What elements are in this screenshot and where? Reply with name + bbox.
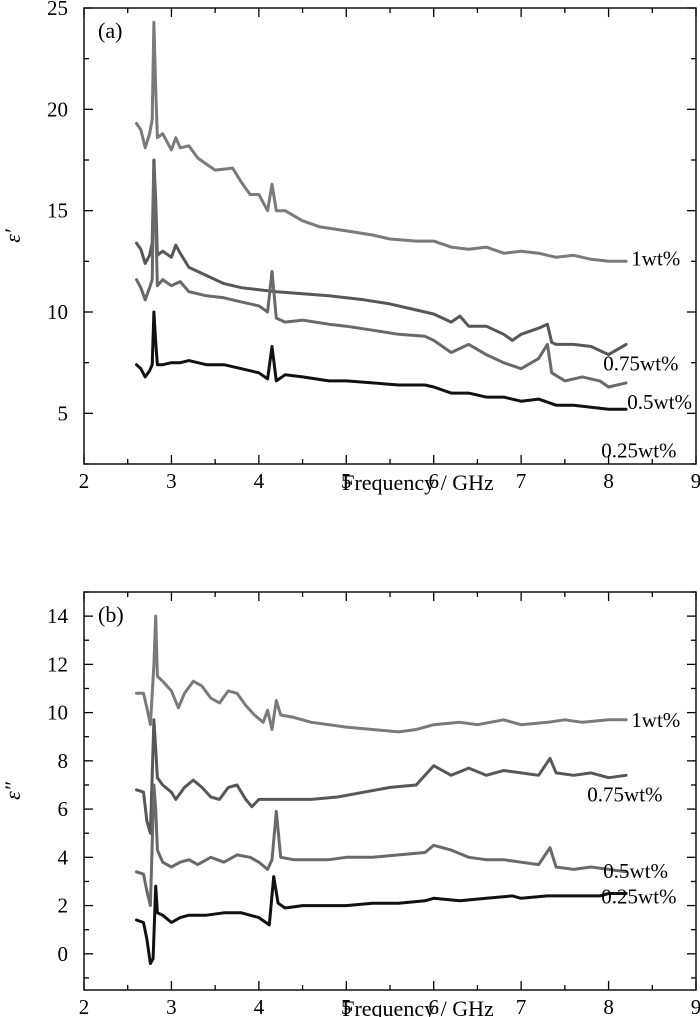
chart-0-y-tick-label: 25 <box>47 0 68 20</box>
chart-1-x-tick-label: 9 <box>691 995 700 1017</box>
chart-0-plot-frame <box>83 7 697 465</box>
chart-0-x-tick-label: 5 <box>341 469 352 493</box>
chart-0-series-label-1: 0.75wt% <box>603 351 678 375</box>
chart-0-y-tick-label: 5 <box>58 401 69 425</box>
chart-1-y-tick-label: 6 <box>58 797 69 821</box>
chart-1-series-line-3 <box>135 875 628 965</box>
chart-1-y-tick-label: 2 <box>58 894 69 918</box>
chart-0-x-tick-label: 4 <box>254 469 265 493</box>
chart-1-series-line-0 <box>135 614 628 734</box>
chart-1-series-label-1: 0.75wt% <box>587 782 662 806</box>
chart-0-y-tick-label: 15 <box>47 199 68 223</box>
chart-1-x-tick-label: 2 <box>79 995 90 1017</box>
chart-0-x-tick-label: 3 <box>166 469 177 493</box>
chart-0-y-axis-label: ε′ <box>0 228 25 243</box>
chart-1-y-tick-label: 4 <box>58 845 69 869</box>
chart-1-y-tick-label: 10 <box>47 701 68 725</box>
chart-1-x-axis-label: Frequency / GHz <box>342 996 494 1017</box>
chart-1-series-label-3: 0.25wt% <box>601 885 676 909</box>
chart-0-y-tick-label: 20 <box>47 97 68 121</box>
panel-a-chart: 2 3 4 5 6 7 8 9 5 10 15 20 25 Frequency / GHz ε′ (a) 1wt… <box>0 0 700 495</box>
chart-0-x-tick-label: 2 <box>79 469 90 493</box>
chart-1-series-line-2 <box>135 783 628 908</box>
chart-0-series-line-2 <box>135 164 628 389</box>
chart-1-x-tick-label: 8 <box>603 995 614 1017</box>
chart-0-x-tick-label: 8 <box>603 469 614 493</box>
chart-0-x-tick-label: 6 <box>428 469 439 493</box>
chart-1-x-tick-label: 6 <box>428 995 439 1017</box>
chart-1-y-tick-label: 14 <box>47 604 69 628</box>
chart-0-x-tick-label: 9 <box>691 469 700 493</box>
chart-0-series-line-0 <box>135 20 628 263</box>
chart-1-x-tick-label: 3 <box>166 995 177 1017</box>
chart-1-panel-label: (b) <box>98 602 124 627</box>
chart-1-series-label-2: 0.5wt% <box>603 859 668 883</box>
chart-0-series-label-0: 1wt% <box>631 246 680 270</box>
chart-0-y-tick-label: 10 <box>47 300 68 324</box>
chart-0-series-line-3 <box>135 310 628 411</box>
chart-1-y-axis-label: ε″ <box>0 781 25 800</box>
chart-1-series-line-1 <box>135 718 628 835</box>
chart-1-y-tick-label: 0 <box>58 942 69 966</box>
chart-1-x-tick-label: 7 <box>516 995 527 1017</box>
chart-1-series-label-0: 1wt% <box>631 708 680 732</box>
chart-1-x-tick-label: 4 <box>254 995 265 1017</box>
chart-0-series-label-3: 0.25wt% <box>601 439 676 463</box>
chart-0-x-tick-label: 7 <box>516 469 527 493</box>
panel-b-chart: 2 3 4 5 6 7 8 9 0 2 4 6 8 10 12 14 Frequency / GHz ε″ (b) 1… <box>0 591 700 1017</box>
chart-1-y-tick-label: 8 <box>58 749 69 773</box>
chart-1-x-tick-label: 5 <box>341 995 352 1017</box>
chart-0-series-label-2: 0.5wt% <box>627 390 692 414</box>
chart-0-panel-label: (a) <box>98 18 122 43</box>
chart-0-x-axis-label: Frequency / GHz <box>342 470 494 495</box>
chart-1-y-tick-label: 12 <box>47 652 68 676</box>
